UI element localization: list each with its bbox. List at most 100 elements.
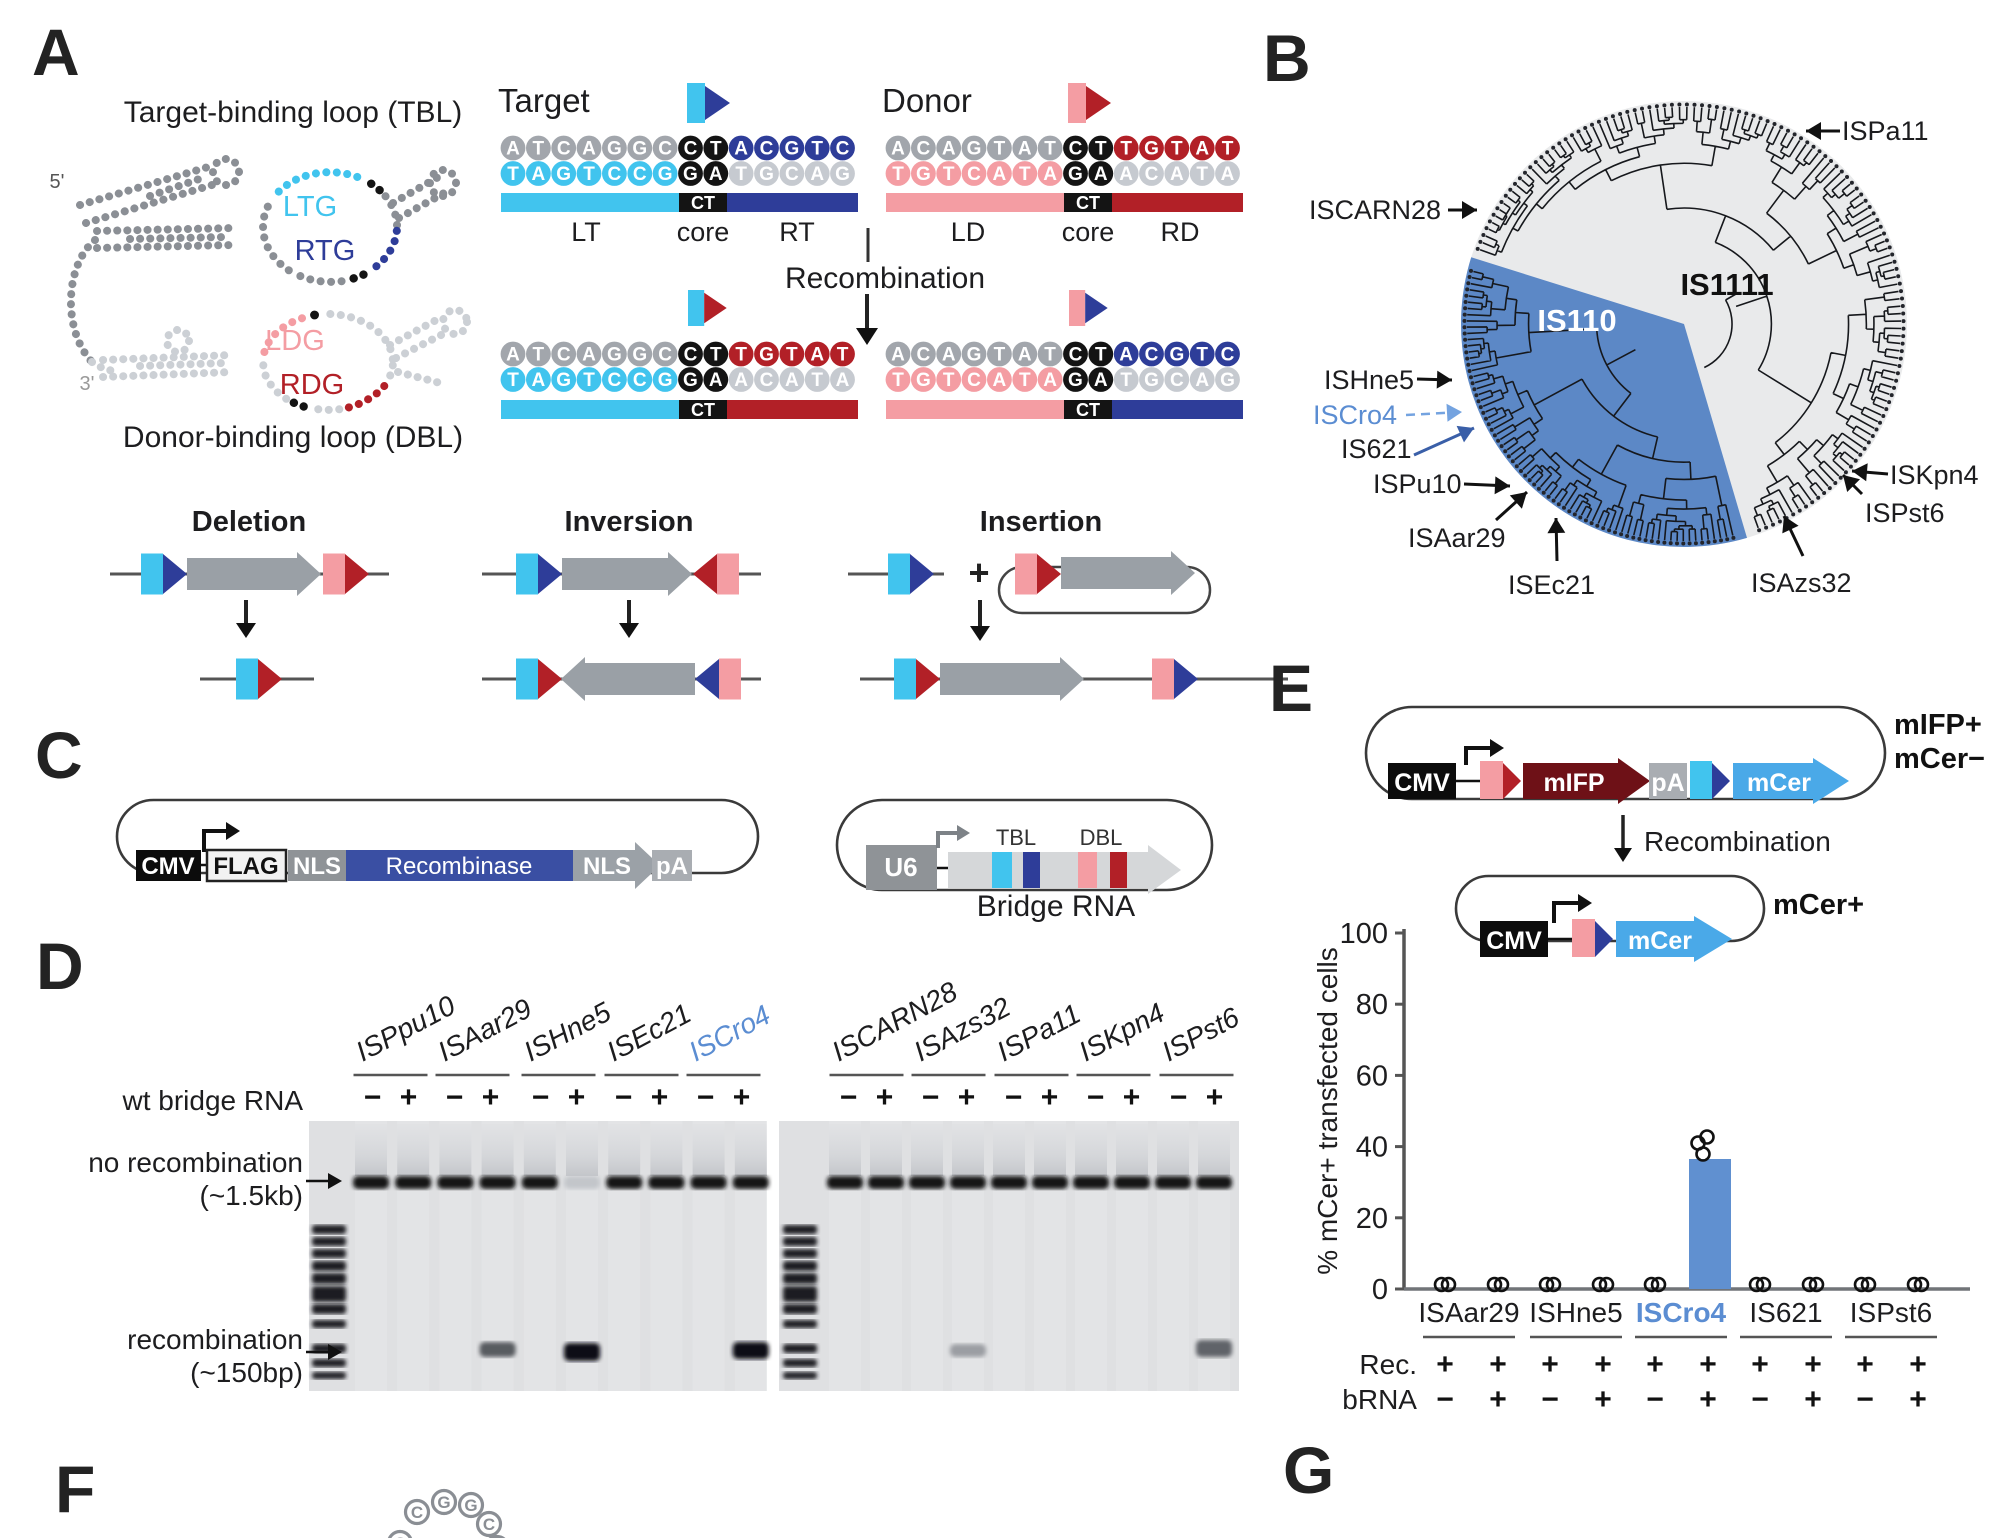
svg-text:A: A bbox=[993, 164, 1007, 185]
svg-text:A: A bbox=[1043, 370, 1057, 391]
svg-text:B: B bbox=[1263, 21, 1311, 95]
svg-text:−: − bbox=[532, 1081, 550, 1114]
svg-text:40: 40 bbox=[1356, 1132, 1388, 1164]
svg-text:C: C bbox=[1069, 345, 1083, 366]
svg-text:C: C bbox=[836, 139, 850, 160]
svg-text:+: + bbox=[1541, 1348, 1559, 1381]
svg-text:−: − bbox=[1436, 1383, 1454, 1416]
svg-text:ISPst6: ISPst6 bbox=[1850, 1297, 1932, 1328]
svg-text:T: T bbox=[786, 345, 798, 366]
svg-text:recombination: recombination bbox=[127, 1324, 303, 1355]
svg-text:T: T bbox=[583, 370, 595, 391]
svg-text:ISHne5: ISHne5 bbox=[1529, 1297, 1622, 1328]
svg-text:+: + bbox=[1436, 1348, 1454, 1381]
svg-text:Bridge RNA: Bridge RNA bbox=[977, 890, 1135, 923]
svg-text:G: G bbox=[1068, 164, 1083, 185]
svg-text:A: A bbox=[1043, 164, 1057, 185]
svg-text:mIFP+: mIFP+ bbox=[1894, 709, 1982, 741]
svg-text:mCer: mCer bbox=[1628, 927, 1692, 955]
svg-text:A: A bbox=[942, 139, 956, 160]
svg-text:Target: Target bbox=[498, 82, 590, 119]
svg-text:T: T bbox=[1019, 164, 1031, 185]
svg-text:ISKpn4: ISKpn4 bbox=[1890, 460, 1979, 490]
svg-text:ISAzs32: ISAzs32 bbox=[1751, 568, 1852, 598]
svg-text:−: − bbox=[1856, 1383, 1874, 1416]
svg-text:T: T bbox=[1171, 139, 1183, 160]
svg-text:LD: LD bbox=[951, 217, 986, 247]
svg-text:−: − bbox=[446, 1081, 464, 1114]
svg-text:−: − bbox=[922, 1081, 940, 1114]
svg-text:A: A bbox=[709, 370, 723, 391]
svg-text:+: + bbox=[1123, 1081, 1141, 1114]
svg-text:A: A bbox=[993, 370, 1007, 391]
svg-text:G: G bbox=[683, 164, 698, 185]
svg-text:Recombinase: Recombinase bbox=[386, 853, 533, 880]
svg-text:G: G bbox=[967, 345, 982, 366]
svg-text:T: T bbox=[710, 139, 722, 160]
svg-text:A: A bbox=[1119, 164, 1133, 185]
svg-text:100: 100 bbox=[1340, 918, 1388, 950]
svg-text:C: C bbox=[684, 345, 698, 366]
svg-text:A: A bbox=[1195, 139, 1209, 160]
svg-text:C: C bbox=[633, 370, 647, 391]
svg-text:C: C bbox=[1145, 164, 1159, 185]
svg-text:−: − bbox=[840, 1081, 858, 1114]
svg-text:T: T bbox=[1222, 139, 1234, 160]
svg-text:G: G bbox=[759, 164, 774, 185]
svg-text:T: T bbox=[892, 370, 904, 391]
svg-text:G: G bbox=[556, 370, 571, 391]
svg-text:T: T bbox=[994, 345, 1006, 366]
svg-text:T: T bbox=[507, 370, 519, 391]
svg-text:mCer+: mCer+ bbox=[1773, 889, 1864, 921]
svg-text:−: − bbox=[364, 1081, 382, 1114]
svg-text:+: + bbox=[733, 1081, 751, 1114]
svg-text:C: C bbox=[967, 370, 981, 391]
svg-text:DBL: DBL bbox=[1080, 825, 1123, 850]
svg-text:wt bridge RNA: wt bridge RNA bbox=[121, 1085, 303, 1116]
svg-text:T: T bbox=[1044, 345, 1056, 366]
svg-text:ISPst6: ISPst6 bbox=[1865, 498, 1945, 528]
svg-text:+: + bbox=[1699, 1383, 1717, 1416]
svg-text:G: G bbox=[437, 1493, 450, 1512]
svg-text:CMV: CMV bbox=[1394, 769, 1450, 797]
svg-text:Recombination: Recombination bbox=[785, 262, 985, 295]
svg-text:CT: CT bbox=[1076, 400, 1100, 420]
svg-text:C: C bbox=[658, 345, 672, 366]
svg-text:G: G bbox=[916, 370, 931, 391]
svg-text:C: C bbox=[394, 1534, 406, 1538]
svg-text:+: + bbox=[1699, 1348, 1717, 1381]
svg-text:A: A bbox=[1195, 370, 1209, 391]
svg-text:G: G bbox=[556, 164, 571, 185]
svg-text:G: G bbox=[1068, 370, 1083, 391]
svg-text:IS1111: IS1111 bbox=[1680, 267, 1773, 302]
svg-text:+: + bbox=[1206, 1081, 1224, 1114]
svg-text:C: C bbox=[1221, 345, 1235, 366]
svg-text:Donor-binding loop (DBL): Donor-binding loop (DBL) bbox=[123, 421, 463, 454]
svg-text:G: G bbox=[759, 345, 774, 366]
svg-text:A: A bbox=[810, 164, 824, 185]
svg-text:C: C bbox=[608, 370, 622, 391]
svg-text:A: A bbox=[1221, 164, 1235, 185]
svg-text:ISAar29: ISAar29 bbox=[1408, 523, 1506, 553]
svg-text:LTG: LTG bbox=[283, 191, 337, 223]
svg-text:CMV: CMV bbox=[1486, 927, 1542, 955]
svg-text:E: E bbox=[1269, 651, 1313, 725]
svg-text:C: C bbox=[760, 370, 774, 391]
svg-text:A: A bbox=[810, 345, 824, 366]
svg-text:A: A bbox=[1119, 345, 1133, 366]
svg-text:ISEc21: ISEc21 bbox=[1508, 570, 1595, 600]
svg-text:G: G bbox=[632, 139, 647, 160]
svg-text:+: + bbox=[958, 1081, 976, 1114]
svg-text:+: + bbox=[1041, 1081, 1059, 1114]
svg-text:G: G bbox=[1169, 345, 1184, 366]
svg-text:NLS: NLS bbox=[293, 853, 341, 880]
svg-text:RD: RD bbox=[1161, 217, 1200, 247]
svg-text:+: + bbox=[1594, 1348, 1612, 1381]
svg-text:−: − bbox=[1087, 1081, 1105, 1114]
svg-text:A: A bbox=[1094, 164, 1108, 185]
svg-text:ISCARN28: ISCARN28 bbox=[1309, 195, 1441, 225]
svg-text:ISCro4: ISCro4 bbox=[1636, 1297, 1727, 1328]
svg-text:A: A bbox=[582, 345, 596, 366]
svg-text:C: C bbox=[557, 345, 571, 366]
svg-text:T: T bbox=[735, 164, 747, 185]
